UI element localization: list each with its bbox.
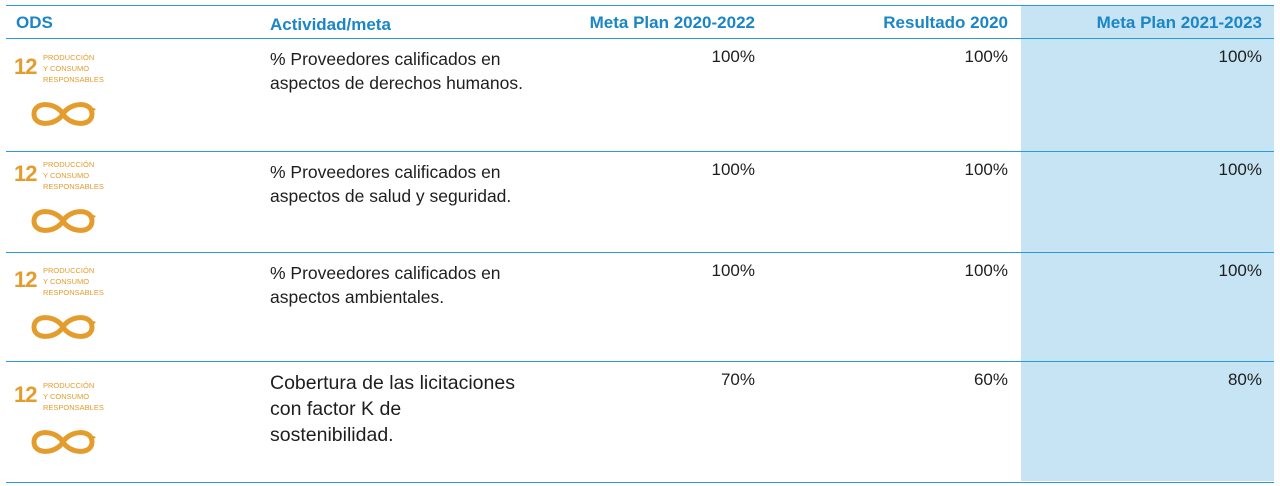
sdg-label: PRODUCCIÓN Y CONSUMO RESPONSABLES [43,159,104,192]
sdg-12-badge: 12 PRODUCCIÓN Y CONSUMO RESPONSABLES [14,265,106,351]
table-row: 12 PRODUCCIÓN Y CONSUMO RESPONSABLES % P… [6,253,1274,362]
actividad-cell: % Proveedores calificados en aspectos am… [270,263,501,307]
sdg-12-badge: 12 PRODUCCIÓN Y CONSUMO RESPONSABLES [14,380,106,466]
resultado-2020-cell: 100% [964,47,1008,66]
sdg-label: PRODUCCIÓN Y CONSUMO RESPONSABLES [43,380,104,413]
sdg-number: 12 [14,161,38,186]
header-meta-plan-2021-2023: Meta Plan 2021-2023 [1096,13,1262,32]
infinity-arrow-icon [31,102,96,126]
infinity-arrow-icon [31,315,96,339]
sdg-label-line: PRODUCCIÓN [43,160,95,169]
highlight-column [1021,5,1274,481]
meta-plan-2021-2023-cell: 100% [1218,261,1262,280]
sdg-label-line: RESPONSABLES [43,288,104,297]
infinity-arrow-icon [31,430,96,454]
meta-plan-2021-2023-cell: 100% [1218,160,1262,179]
actividad-cell: Cobertura de las licitaciones con factor… [270,372,515,446]
header-resultado-2020: Resultado 2020 [883,13,1008,32]
table-row: 12 PRODUCCIÓN Y CONSUMO RESPONSABLES Cob… [6,362,1274,483]
sdg-number: 12 [14,54,38,79]
table-row: 12 PRODUCCIÓN Y CONSUMO RESPONSABLES % P… [6,39,1274,152]
actividad-cell: % Proveedores calificados en aspectos de… [270,49,523,93]
meta-plan-2020-2022-cell: 100% [711,160,755,179]
resultado-2020-cell: 100% [964,160,1008,179]
table-row: 12 PRODUCCIÓN Y CONSUMO RESPONSABLES % P… [6,152,1274,253]
sdg-label-line: RESPONSABLES [43,403,104,412]
resultado-2020-cell: 60% [973,370,1008,389]
sdg-label-line: Y CONSUMO [43,277,90,286]
sdg-label-line: PRODUCCIÓN [43,53,95,62]
suppliers-table: ODS Actividad/meta Meta Plan 2020-2022 R… [6,5,1274,483]
meta-plan-2021-2023-cell: 80% [1227,370,1262,389]
sdg-label-line: RESPONSABLES [43,182,104,191]
sdg-label-line: Y CONSUMO [43,171,90,180]
header-ods: ODS [16,13,53,32]
sdg-number: 12 [14,382,38,407]
sdg-12-badge: 12 PRODUCCIÓN Y CONSUMO RESPONSABLES [14,52,106,138]
sdg-number: 12 [14,267,38,292]
header-actividad: Actividad/meta [270,15,391,34]
sdg-label-line: RESPONSABLES [43,75,104,84]
sdg-label-line: Y CONSUMO [43,392,90,401]
sdg-label-line: Y CONSUMO [43,64,90,73]
sdg-12-badge: 12 PRODUCCIÓN Y CONSUMO RESPONSABLES [14,159,106,245]
meta-plan-2021-2023-cell: 100% [1218,47,1262,66]
meta-plan-2020-2022-cell: 100% [711,47,755,66]
sdg-label-line: PRODUCCIÓN [43,266,95,275]
sdg-label-line: PRODUCCIÓN [43,381,95,390]
sdg-label: PRODUCCIÓN Y CONSUMO RESPONSABLES [43,265,104,298]
meta-plan-2020-2022-cell: 100% [711,261,755,280]
infinity-arrow-icon [31,209,96,233]
resultado-2020-cell: 100% [964,261,1008,280]
sdg-label: PRODUCCIÓN Y CONSUMO RESPONSABLES [43,52,104,85]
meta-plan-2020-2022-cell: 70% [720,370,755,389]
actividad-cell: % Proveedores calificados en aspectos de… [270,162,512,206]
header-meta-plan-2020-2022: Meta Plan 2020-2022 [589,13,755,32]
table-header: ODS Actividad/meta Meta Plan 2020-2022 R… [6,5,1274,39]
